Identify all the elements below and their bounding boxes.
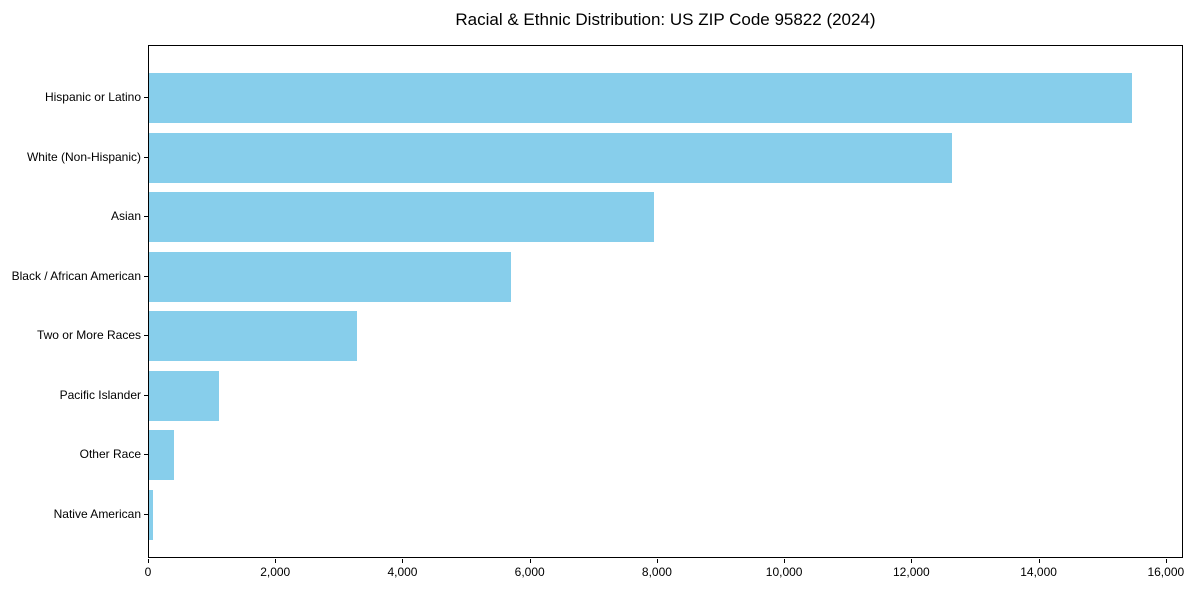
bar-other-race (149, 430, 174, 481)
x-tick-label-6000: 6,000 (514, 565, 545, 579)
bar-native-american (149, 489, 153, 540)
x-tick-mark (529, 559, 531, 563)
x-tick-label-12000: 12,000 (893, 565, 930, 579)
x-tick-mark (1038, 559, 1040, 563)
y-tick-label-two-or-more-races: Two or More Races (36, 328, 141, 343)
y-tick-mark (144, 454, 148, 456)
x-tick-label-14000: 14,000 (1020, 565, 1057, 579)
x-tick-mark (1165, 559, 1167, 563)
y-tick-mark (144, 216, 148, 218)
x-tick-label-2000: 2,000 (260, 565, 291, 579)
bar-hispanic-or-latino (149, 73, 1132, 123)
bar-black-african-american (149, 251, 511, 302)
chart-title: Racial & Ethnic Distribution: US ZIP Cod… (455, 10, 876, 29)
x-tick-mark (784, 559, 786, 563)
y-tick-mark (144, 97, 148, 98)
y-tick-mark (144, 335, 148, 337)
bars-layer (149, 46, 1182, 557)
bar-white-non-hispanic (149, 132, 953, 183)
x-tick-mark (275, 559, 277, 563)
y-tick-label-white-non-hispanic: White (Non-Hispanic) (26, 149, 141, 164)
x-tick-mark (148, 559, 149, 563)
bar-pacific-islander (149, 370, 219, 421)
x-tick-label-10000: 10,000 (765, 565, 803, 579)
y-tick-mark (144, 156, 148, 158)
plot-area (148, 45, 1183, 558)
y-tick-label-asian: Asian (110, 209, 141, 224)
y-tick-label-hispanic-or-latino: Hispanic or Latino (44, 90, 141, 104)
y-tick-label-black-african-american: Black / African American (11, 268, 141, 283)
y-tick-label-pacific-islander: Pacific Islander (59, 387, 141, 402)
x-tick-label-16000: 16,000 (1147, 565, 1185, 579)
y-tick-mark (144, 275, 148, 277)
y-tick-label-other-race: Other Race (79, 447, 141, 462)
x-tick-label-4000: 4,000 (387, 565, 418, 579)
bar-two-or-more-races (149, 311, 358, 362)
x-tick-label-8000: 8,000 (641, 565, 672, 579)
bar-asian (149, 192, 654, 243)
x-tick-mark (656, 559, 658, 563)
x-tick-mark (911, 559, 913, 563)
y-tick-mark (144, 394, 148, 396)
y-tick-label-native-american: Native American (53, 506, 141, 521)
x-tick-mark (402, 559, 404, 563)
x-tick-label-0: 0 (144, 565, 152, 579)
y-tick-mark (144, 513, 148, 515)
